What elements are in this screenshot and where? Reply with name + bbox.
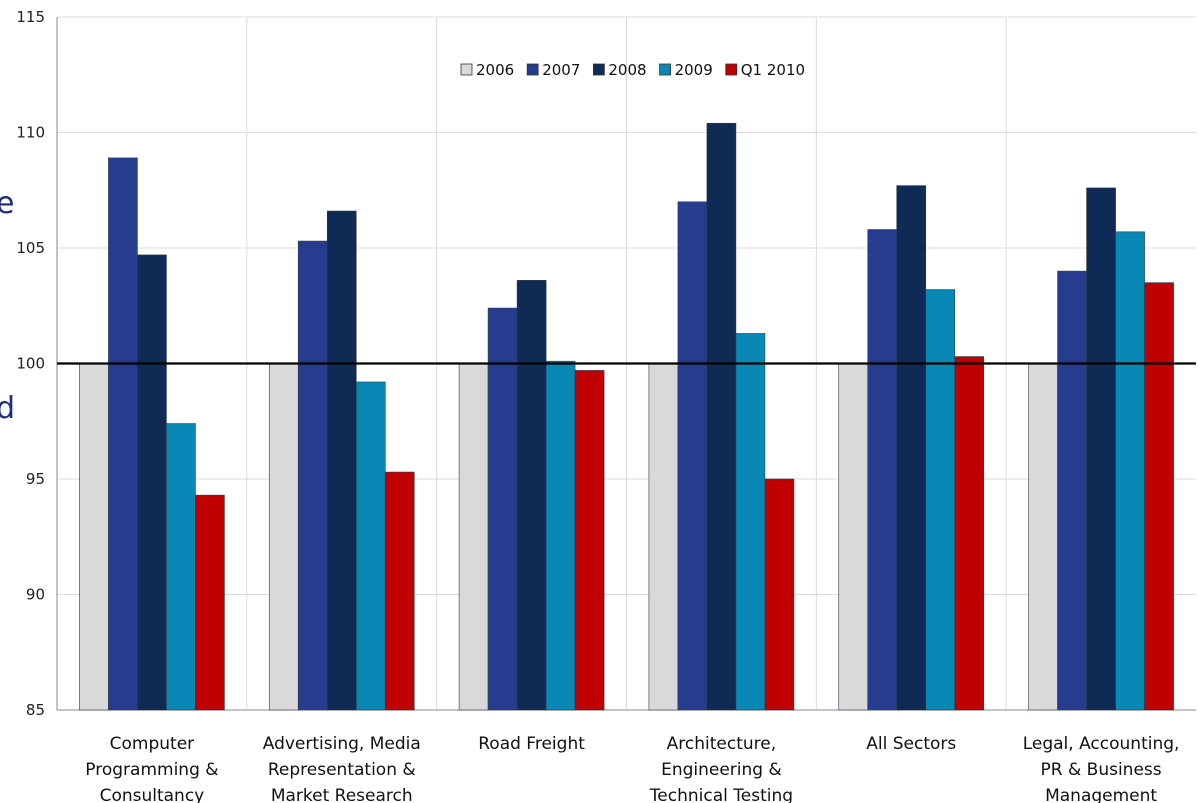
x-category-label: Legal, Accounting, — [1023, 734, 1180, 754]
legend-swatch — [526, 63, 539, 76]
bar-2006 — [648, 363, 679, 711]
bar-2009 — [545, 360, 576, 711]
bar-2006 — [1028, 363, 1058, 711]
bar-2009 — [925, 289, 956, 711]
y-tick-label: 115 — [16, 8, 45, 26]
bar-2008 — [706, 122, 737, 711]
bar-2007 — [1057, 270, 1087, 711]
bar-2008 — [896, 185, 927, 711]
y-tick-label: 110 — [16, 124, 45, 142]
y-tick-label: 90 — [26, 586, 45, 604]
x-category-label: Management — [1045, 786, 1157, 803]
bar-2007 — [677, 201, 708, 711]
bar-2008 — [326, 210, 357, 711]
x-category-label: PR & Business — [1041, 760, 1162, 780]
x-category-label: Engineering & — [661, 760, 782, 780]
legend-label: Q1 2010 — [741, 61, 805, 79]
bar-q1-2010 — [195, 494, 225, 711]
bar-2009 — [735, 333, 766, 711]
x-category-label: Advertising, Media — [263, 734, 421, 754]
bar-2008 — [516, 280, 547, 711]
bar-q1-2010 — [764, 478, 795, 711]
legend-label: 2007 — [542, 61, 580, 79]
legend-label: 2006 — [476, 61, 514, 79]
bar-2009 — [355, 381, 386, 711]
x-category-label: Programming & — [85, 760, 218, 780]
y-tick-label: 105 — [16, 239, 45, 257]
bar-2008 — [137, 254, 167, 711]
x-category-label: Consultancy — [100, 786, 205, 803]
bar-2007 — [867, 229, 898, 711]
bar-q1-2010 — [384, 471, 415, 711]
x-category-label: Computer — [110, 734, 195, 754]
bar-2007 — [487, 307, 518, 711]
y-tick-label: 85 — [26, 701, 45, 719]
legend-swatch — [659, 63, 671, 76]
bar-2009 — [166, 423, 196, 711]
x-category-label: Market Research — [271, 786, 413, 803]
bar-2006 — [79, 363, 109, 711]
legend-label: 2009 — [675, 61, 713, 79]
bar-2006 — [458, 363, 489, 711]
legend-swatch — [592, 63, 605, 76]
x-axis-labels: Computer Programming & Consultancy Advertis… — [85, 734, 1179, 803]
y-tick-label: 100 — [16, 355, 45, 373]
cropped-text-fragment: d — [0, 391, 16, 426]
bar-q1-2010 — [1144, 282, 1174, 711]
x-category-label: Road Freight — [478, 734, 585, 754]
y-tick-label: 95 — [26, 470, 45, 488]
bar-2006 — [268, 363, 299, 711]
legend: 2006 2007 2008 2009 Q1 2010 — [460, 61, 805, 79]
x-category-label: Architecture, — [667, 734, 776, 754]
bar-2007 — [297, 240, 328, 711]
bar-2009 — [1115, 231, 1145, 711]
x-category-label: Representation & — [268, 760, 416, 780]
bar-q1-2010 — [954, 356, 985, 711]
bar-2008 — [1086, 187, 1116, 711]
bars — [79, 122, 1174, 711]
legend-label: 2008 — [608, 61, 646, 79]
legend-swatch — [460, 63, 473, 76]
x-category-label: All Sectors — [866, 734, 956, 754]
legend-swatch — [725, 63, 738, 76]
bar-2006 — [838, 363, 869, 711]
bar-2007 — [108, 157, 138, 711]
bar-q1-2010 — [574, 370, 605, 711]
x-category-label: Technical Testing — [649, 786, 793, 803]
cropped-text-fragment: e — [0, 186, 15, 221]
